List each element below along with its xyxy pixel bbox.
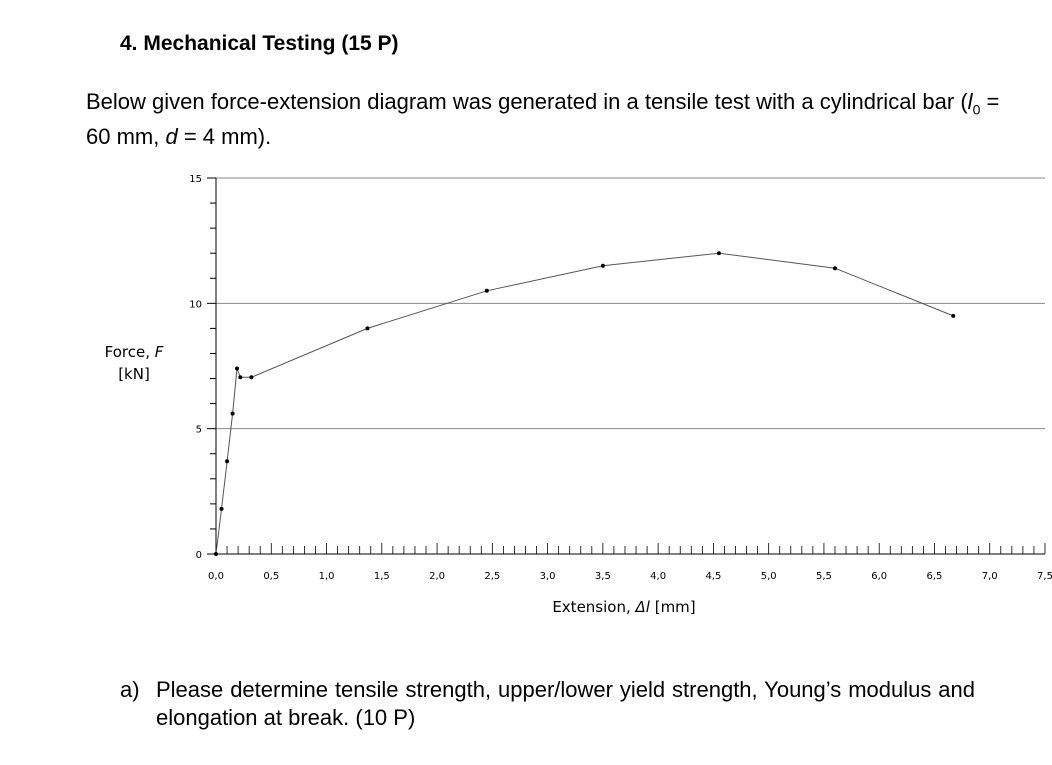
x-tick-label: 6,5 [927, 571, 943, 582]
x-tick-label: 3,0 [540, 571, 556, 582]
x-tick-label: 7,0 [982, 571, 998, 582]
force-extension-chart: 0 5 10 15 0,0 0,5 1,0 1,5 2,0 2,5 3,0 3,5 4,0 4,5 5,0 5… [189, 174, 1052, 582]
data-point [235, 366, 240, 371]
data-point [716, 251, 721, 256]
data-point [238, 375, 243, 380]
x-tick-label: 4,0 [650, 571, 666, 582]
data-point [214, 552, 218, 556]
problem-intro: Below given force-extension diagram was … [86, 89, 1000, 150]
y-axis-label: Force, F [kN] [104, 343, 164, 383]
x-tick-label: 6,0 [871, 571, 887, 582]
data-point [832, 266, 837, 271]
series-line [215, 252, 954, 555]
x-axis-label: Extension, Δl [mm] [552, 598, 696, 616]
data-point [230, 411, 235, 416]
x-tick-label: 7,5 [1037, 571, 1052, 582]
x-tick-label: 1,5 [374, 571, 390, 582]
data-point [249, 375, 254, 380]
data-point [219, 506, 224, 511]
x-tick-label: 5,0 [761, 571, 777, 582]
question-letter: a) [120, 677, 140, 702]
x-tick-label: 0,0 [208, 571, 224, 582]
x-tick-label: 2,0 [429, 571, 445, 582]
y-tick-label: 10 [189, 299, 202, 310]
x-tick-label: 4,5 [705, 571, 721, 582]
x-tick-label: 2,5 [484, 571, 500, 582]
y-tick-label: 5 [196, 425, 202, 436]
problem-heading: 4. Mechanical Testing (15 P) [120, 32, 399, 55]
data-point [365, 326, 370, 331]
data-point [951, 313, 956, 318]
data-point [600, 263, 605, 268]
data-point [484, 288, 489, 293]
y-tick-label: 15 [189, 174, 202, 185]
x-tick-label: 0,5 [263, 571, 279, 582]
x-tick-label: 3,5 [595, 571, 611, 582]
x-tick-label: 5,5 [816, 571, 832, 582]
question-a: a) Please determine tensile strength, up… [120, 676, 975, 732]
y-tick-label: 0 [196, 550, 202, 561]
x-tick-label: 1,0 [319, 571, 335, 582]
data-point [225, 459, 230, 464]
question-text: Please determine tensile strength, upper… [156, 677, 975, 730]
